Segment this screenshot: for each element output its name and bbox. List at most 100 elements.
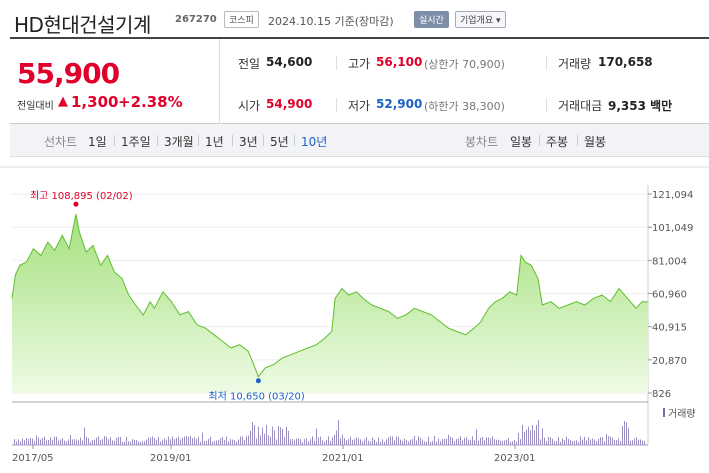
volume-bar xyxy=(442,439,443,445)
candle-tab[interactable]: 주봉 xyxy=(546,135,569,149)
volume-bar xyxy=(602,437,603,445)
volume-bar xyxy=(480,437,481,445)
period-tab[interactable]: 1년 xyxy=(205,135,224,149)
volume-value: 170,658 xyxy=(598,55,653,69)
volume-bar xyxy=(426,441,427,445)
volume-bar xyxy=(374,439,375,445)
volume-bar xyxy=(486,437,487,445)
volume-bar xyxy=(246,436,247,445)
realtime-button[interactable]: 실시간 xyxy=(414,11,449,28)
volume-bar xyxy=(276,439,277,445)
volume-bar xyxy=(236,441,237,445)
volume-bar xyxy=(454,441,455,445)
period-tab[interactable]: 3년 xyxy=(239,135,258,149)
volume-bar xyxy=(638,439,639,445)
volume-bar xyxy=(368,440,369,445)
volume-bar xyxy=(352,439,353,445)
upper-limit: (상한가 70,900) xyxy=(424,58,505,71)
volume-bar xyxy=(370,441,371,445)
volume-bar xyxy=(594,439,595,445)
volume-bar xyxy=(212,441,213,445)
volume-bar xyxy=(262,427,263,445)
open-label: 시가 xyxy=(238,99,261,113)
volume-bar xyxy=(526,429,527,445)
volume-bar xyxy=(390,436,391,445)
volume-bar xyxy=(364,439,365,445)
volume-bar xyxy=(452,437,453,445)
volume-bar xyxy=(104,436,105,445)
volume-bar xyxy=(590,439,591,445)
volume-bar xyxy=(238,439,239,445)
volume-bar xyxy=(74,439,75,445)
volume-bar xyxy=(110,437,111,445)
volume-bar xyxy=(556,441,557,445)
volume-bar xyxy=(386,439,387,445)
volume-bar xyxy=(482,437,483,445)
min-annotation: 최저 10,650 (03/20) xyxy=(208,391,304,403)
volume-bar xyxy=(196,438,197,445)
volume-bar xyxy=(634,438,635,445)
volume-bar xyxy=(264,433,265,445)
volume-bar xyxy=(330,441,331,445)
period-tab[interactable]: 3개월 xyxy=(164,135,194,149)
volume-bar xyxy=(176,437,177,445)
volume-bar xyxy=(518,432,519,445)
volume-bar xyxy=(366,437,367,445)
open-value: 54,900 xyxy=(266,97,313,111)
period-tab[interactable]: 1일 xyxy=(88,135,107,149)
volume-bar xyxy=(90,441,91,445)
volume-bar xyxy=(432,440,433,445)
period-tab[interactable]: 5년 xyxy=(270,135,289,149)
company-overview-dropdown[interactable]: 기업개요 ▾ xyxy=(455,11,506,28)
tab-separator xyxy=(577,135,578,146)
volume-bar xyxy=(408,441,409,445)
volume-bar xyxy=(576,440,577,445)
high-label: 고가 xyxy=(348,57,371,71)
volume-bar xyxy=(136,440,137,445)
period-tab[interactable]: 1주일 xyxy=(121,135,151,149)
volume-bar xyxy=(140,441,141,445)
volume-bar xyxy=(200,441,201,445)
volume-bar xyxy=(80,437,81,445)
volume-bar xyxy=(538,420,539,445)
volume-bar xyxy=(372,437,373,445)
y-tick-label: 101,049 xyxy=(652,223,693,234)
as-of-date: 2024.10.15 기준(장마감) xyxy=(268,15,394,28)
volume-bar xyxy=(142,441,143,445)
tab-separator xyxy=(263,135,264,146)
volume-bar xyxy=(414,435,415,445)
volume-bar xyxy=(156,439,157,445)
volume-bar xyxy=(624,421,625,445)
volume-bar xyxy=(250,430,251,445)
price-chart[interactable]: 121,094 101,049 81,004 60,960 40,915 20,870 82… xyxy=(0,165,709,473)
volume-bar xyxy=(616,439,617,445)
volume-bar xyxy=(242,436,243,445)
volume-bar xyxy=(108,439,109,445)
candle-tab[interactable]: 일봉 xyxy=(510,135,533,149)
period-tab[interactable]: 10년 xyxy=(301,135,328,149)
volume-bar xyxy=(636,437,637,445)
volume-bar xyxy=(284,437,285,445)
candle-tab[interactable]: 월봉 xyxy=(584,135,607,149)
volume-bar xyxy=(182,437,183,445)
volume-bar xyxy=(620,441,621,445)
volume-bar xyxy=(328,436,329,445)
volume-bar xyxy=(208,438,209,445)
volume-bar xyxy=(606,433,607,445)
volume-bar xyxy=(344,437,345,445)
volume-bar xyxy=(70,434,71,445)
price-panel: 55,900 전일대비 ▲ 1,300 +2.38% 전일 54,600 고가 … xyxy=(10,37,709,124)
volume-bar xyxy=(378,437,379,445)
volume-bar xyxy=(114,441,115,445)
volume-bar xyxy=(228,441,229,445)
volume-bar xyxy=(22,438,23,445)
amount-value: 9,353 백만 xyxy=(608,99,673,113)
volume-bar xyxy=(474,440,475,445)
volume-bar xyxy=(342,434,343,445)
volume-bar xyxy=(400,439,401,445)
volume-bar xyxy=(184,436,185,445)
volume-bar xyxy=(478,440,479,445)
volume-bar xyxy=(558,437,559,445)
volume-bar xyxy=(418,436,419,445)
volume-bar xyxy=(64,440,65,445)
